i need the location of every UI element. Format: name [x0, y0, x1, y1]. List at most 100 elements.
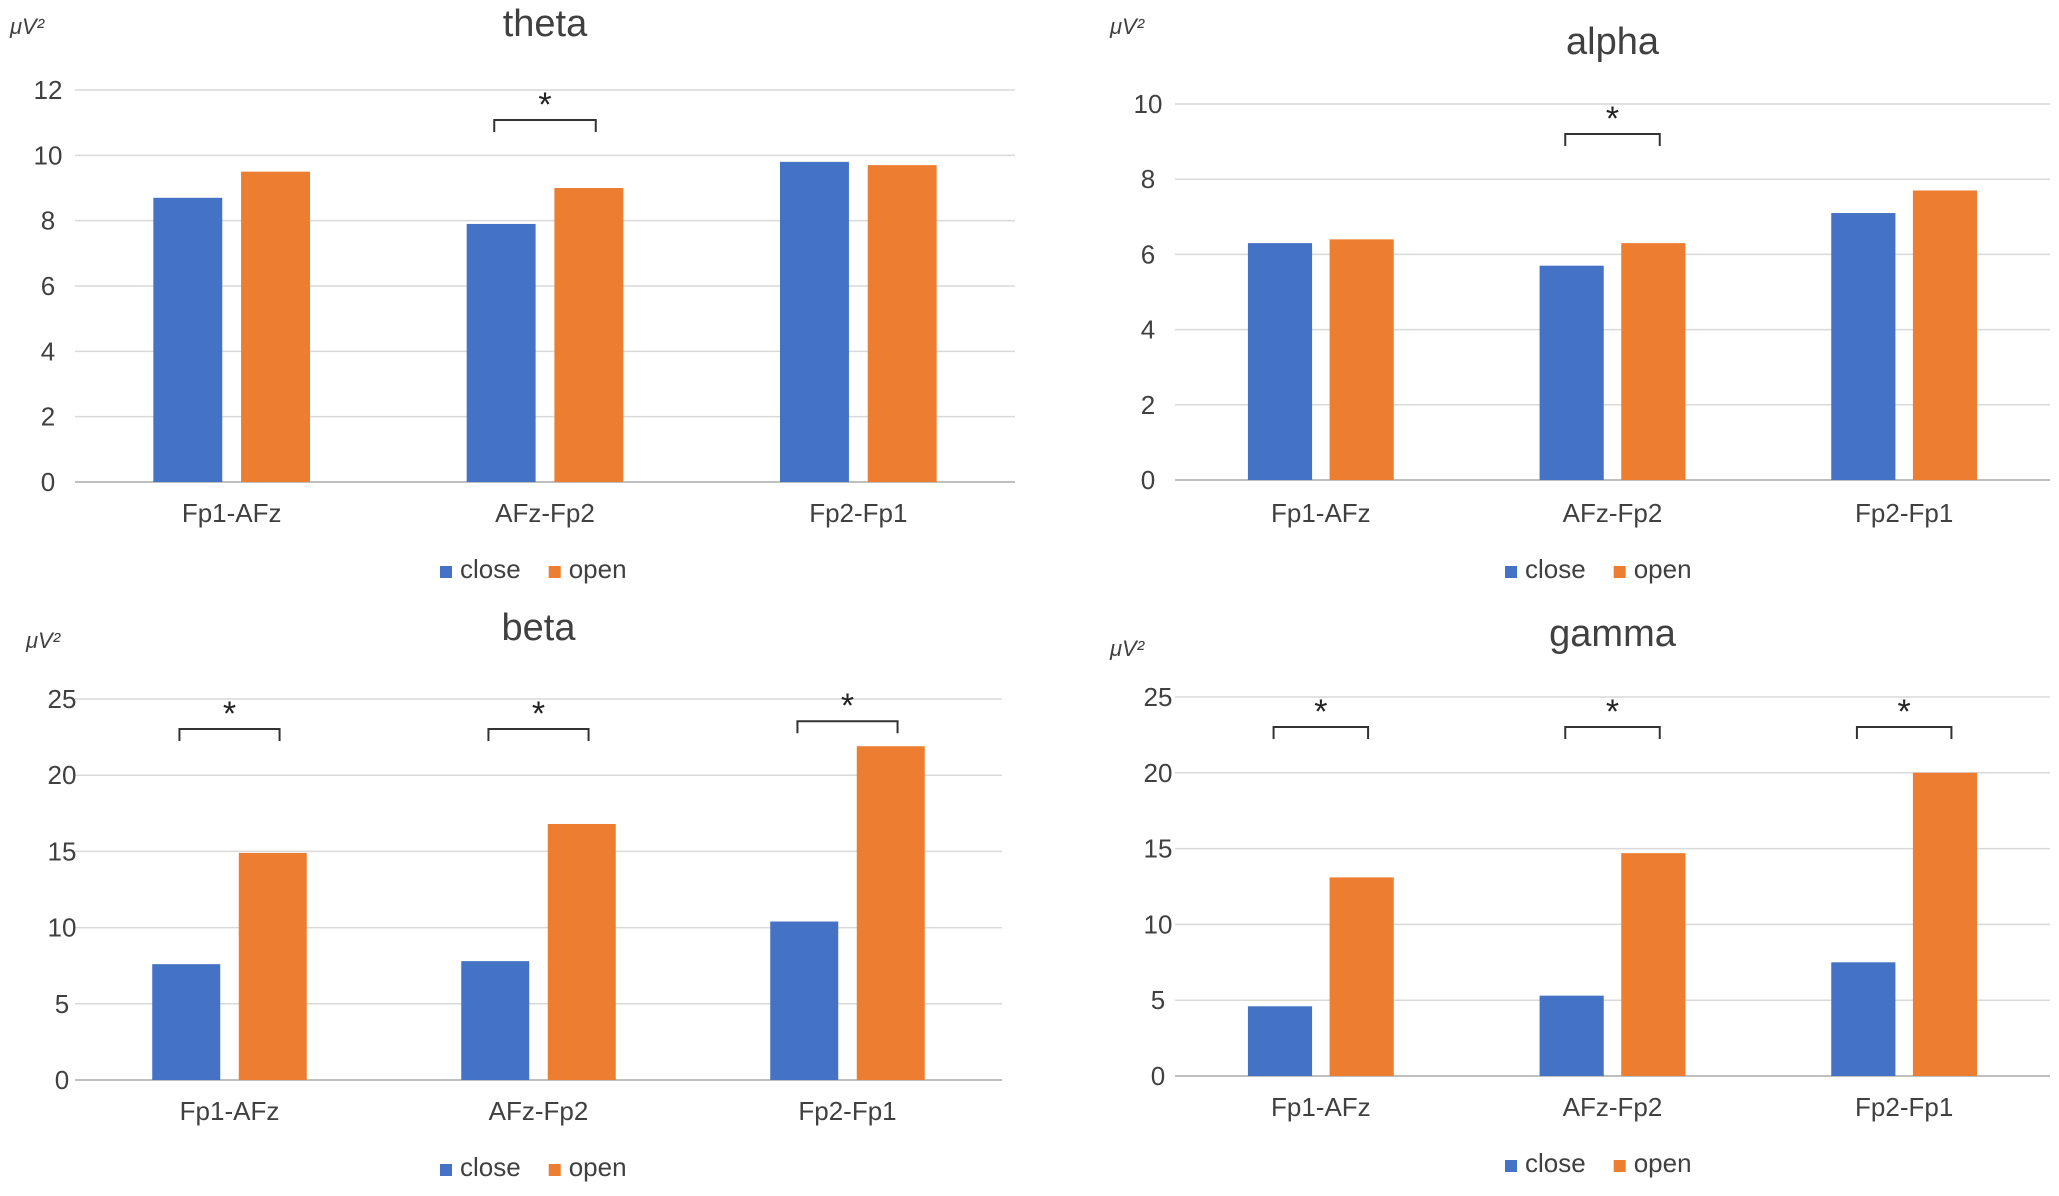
- y-tick-label: 10: [48, 913, 77, 943]
- bar-close-Fp2-Fp1: [770, 921, 839, 1080]
- chart-theta: theta μV² 0 2 4 6 8 10 12 Fp1-AFz AFz-Fp2 * Fp2-Fp1 c…: [9, 3, 1015, 584]
- y-tick-label: 20: [48, 760, 77, 790]
- bar-open-Fp2-Fp1: [856, 746, 925, 1080]
- significance-star: *: [538, 86, 551, 124]
- y-tick-label: 0: [55, 1065, 69, 1095]
- significance-bracket: [1564, 133, 1661, 146]
- significance-star: *: [532, 695, 545, 733]
- legend-swatch-close: [1505, 566, 1517, 578]
- x-tick-label: Fp2-Fp1: [798, 1096, 896, 1126]
- significance-bracket: [487, 728, 590, 741]
- bar-open-Fp1-AFz: [238, 852, 307, 1080]
- legend-label-open: open: [1634, 554, 1692, 584]
- y-tick-label: 8: [1141, 164, 1155, 194]
- y-tick-label: 15: [1144, 834, 1173, 864]
- y-unit-label: μV²: [9, 14, 45, 39]
- legend-label-open: open: [569, 1152, 627, 1182]
- y-tick-label: 2: [41, 402, 55, 432]
- y-tick-label: 6: [1141, 239, 1155, 269]
- legend-swatch-open: [1613, 1160, 1626, 1172]
- y-tick-label: 2: [1141, 390, 1155, 420]
- bar-open-AFz-Fp2: [554, 188, 624, 482]
- x-tick-label: AFz-Fp2: [1563, 1092, 1663, 1122]
- bar-open-AFz-Fp2: [1621, 243, 1686, 480]
- significance-bracket: [1855, 726, 1953, 739]
- legend-swatch-close: [440, 1164, 452, 1176]
- bar-close-Fp1-AFz: [1247, 243, 1313, 480]
- bar-close-AFz-Fp2: [1539, 265, 1604, 480]
- bar-open-AFz-Fp2: [1621, 853, 1686, 1076]
- y-tick-label: 5: [1151, 985, 1165, 1015]
- legend-label-close: close: [1525, 554, 1586, 584]
- y-tick-label: 25: [48, 684, 77, 714]
- significance-star: *: [1314, 693, 1327, 731]
- significance-bracket: [493, 119, 597, 132]
- legend-swatch-open: [548, 566, 561, 578]
- chart-title: theta: [503, 3, 588, 45]
- bar-open-Fp1-AFz: [1329, 239, 1394, 480]
- x-tick-label: Fp2-Fp1: [1855, 498, 1953, 528]
- bar-close-AFz-Fp2: [466, 223, 536, 482]
- bar-open-AFz-Fp2: [547, 823, 616, 1080]
- legend-label-close: close: [460, 1152, 521, 1182]
- y-tick-label: 0: [1141, 465, 1155, 495]
- y-tick-label: 12: [34, 75, 63, 105]
- y-tick-label: 15: [48, 836, 77, 866]
- y-tick-label: 4: [1141, 315, 1155, 345]
- legend: close open: [440, 554, 627, 584]
- x-tick-label: AFz-Fp2: [1563, 498, 1663, 528]
- bar-close-Fp2-Fp1: [1831, 962, 1896, 1076]
- bar-open-Fp1-AFz: [1329, 877, 1394, 1076]
- y-tick-label: 10: [1134, 89, 1163, 119]
- legend: close open: [1505, 1148, 1692, 1178]
- bar-open-Fp2-Fp1: [1912, 772, 1978, 1076]
- bar-close-Fp1-AFz: [1247, 1006, 1313, 1076]
- bar-close-Fp1-AFz: [152, 964, 221, 1080]
- significance-bracket: [178, 728, 281, 741]
- y-tick-label: 8: [41, 206, 55, 236]
- legend-swatch-close: [440, 566, 452, 578]
- x-tick-label: Fp1-AFz: [1271, 498, 1371, 528]
- y-tick-label: 20: [1144, 758, 1173, 788]
- significance-star: *: [841, 687, 854, 725]
- legend-label-close: close: [1525, 1148, 1586, 1178]
- legend-swatch-open: [1613, 566, 1626, 578]
- y-unit-label: μV²: [1109, 14, 1145, 39]
- significance-star: *: [1606, 100, 1619, 138]
- legend: close open: [1505, 554, 1692, 584]
- y-tick-label: 10: [34, 140, 63, 170]
- bar-close-Fp2-Fp1: [1831, 213, 1896, 481]
- significance-bracket: [1272, 726, 1370, 739]
- y-tick-label: 0: [1151, 1061, 1165, 1091]
- significance-bracket: [1564, 726, 1661, 739]
- x-tick-label: Fp1-AFz: [1271, 1092, 1371, 1122]
- legend-label-open: open: [569, 554, 627, 584]
- legend-label-open: open: [1634, 1148, 1692, 1178]
- legend-swatch-close: [1505, 1160, 1517, 1172]
- x-tick-label: Fp2-Fp1: [809, 498, 907, 528]
- y-unit-label: μV²: [1109, 636, 1145, 661]
- y-tick-label: 4: [41, 336, 55, 366]
- significance-star: *: [1606, 693, 1619, 731]
- significance-bracket: [796, 720, 899, 734]
- y-unit-label: μV²: [25, 628, 61, 653]
- chart-gamma: gamma μV² 0 5 10 15 20 25 Fp1-AFz * AFz-Fp2 * Fp2-Fp…: [1109, 613, 2050, 1178]
- x-tick-label: Fp2-Fp1: [1855, 1092, 1953, 1122]
- y-tick-label: 6: [41, 271, 55, 301]
- bar-open-Fp2-Fp1: [1912, 190, 1978, 481]
- x-tick-label: Fp1-AFz: [180, 1096, 280, 1126]
- bar-open-Fp2-Fp1: [867, 165, 937, 482]
- chart-title: gamma: [1549, 613, 1677, 655]
- significance-star: *: [223, 695, 236, 733]
- significance-star: *: [1898, 693, 1911, 731]
- y-tick-label: 25: [1144, 682, 1173, 712]
- bar-open-Fp1-AFz: [241, 171, 310, 482]
- chart-title: alpha: [1566, 21, 1660, 63]
- legend-swatch-open: [548, 1164, 561, 1176]
- bar-close-AFz-Fp2: [461, 961, 530, 1080]
- bar-close-AFz-Fp2: [1539, 995, 1604, 1076]
- y-tick-label: 0: [41, 467, 55, 497]
- chart-title: beta: [502, 607, 577, 649]
